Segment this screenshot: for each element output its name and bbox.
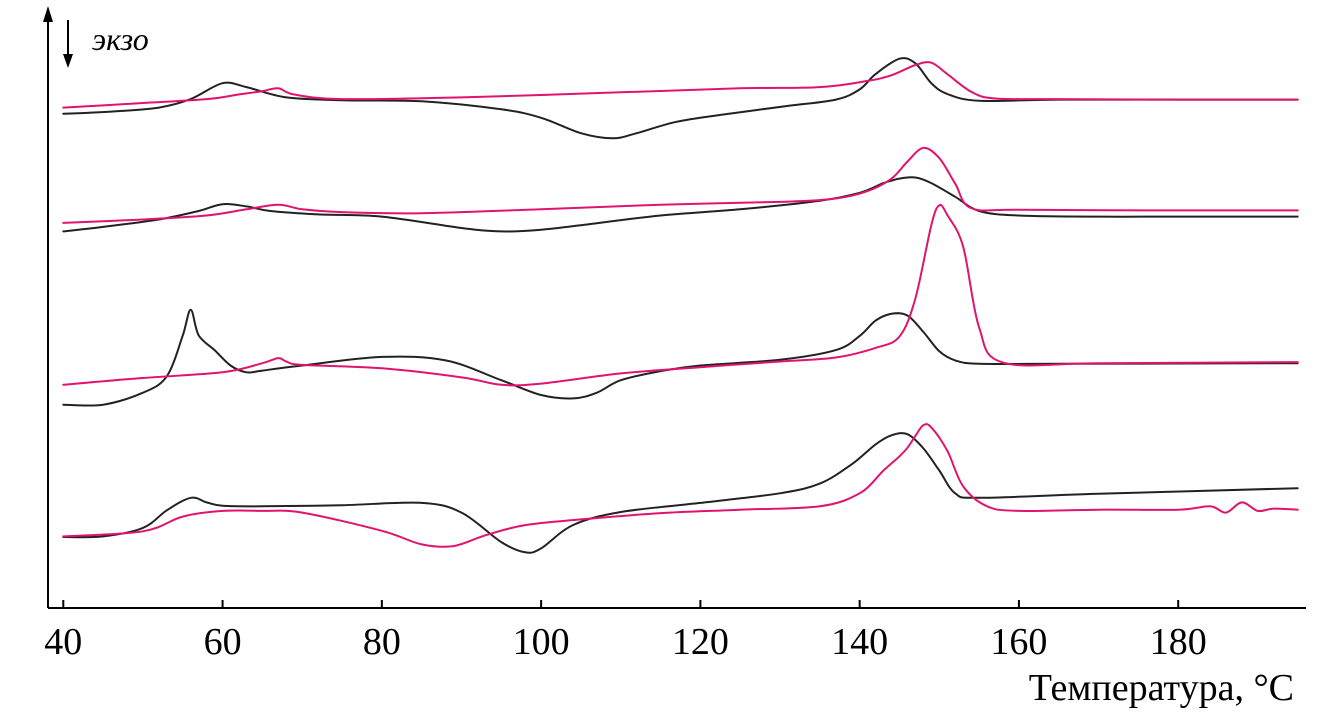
series-line-pink: [62, 423, 1299, 548]
x-tick-label: 140: [831, 621, 888, 663]
x-tick-label: 80: [363, 621, 401, 663]
series-line-pink: [62, 61, 1299, 109]
series-line-black: [62, 57, 1299, 140]
exo-label: экзо: [92, 21, 149, 57]
exo-indicator: экзо: [63, 20, 149, 68]
series-line-black: [62, 308, 1299, 407]
x-tick-label: 120: [672, 621, 729, 663]
y-axis-arrowhead: [43, 6, 53, 22]
series-line-pink: [62, 146, 1299, 224]
x-tick-label: 160: [990, 621, 1047, 663]
x-ticks: 40 60 80 100 120 140 160 180: [44, 600, 1207, 663]
x-tick-label: 40: [44, 621, 82, 663]
series-line-black: [62, 432, 1299, 554]
curves: [62, 57, 1299, 554]
x-tick-label: 60: [204, 621, 242, 663]
x-tick-label: 100: [513, 621, 570, 663]
x-axis-label: Температура, °С: [1029, 667, 1294, 709]
exo-arrowhead-icon: [63, 54, 73, 68]
x-tick-label: 180: [1150, 621, 1207, 663]
series-line-pink: [62, 203, 1299, 387]
